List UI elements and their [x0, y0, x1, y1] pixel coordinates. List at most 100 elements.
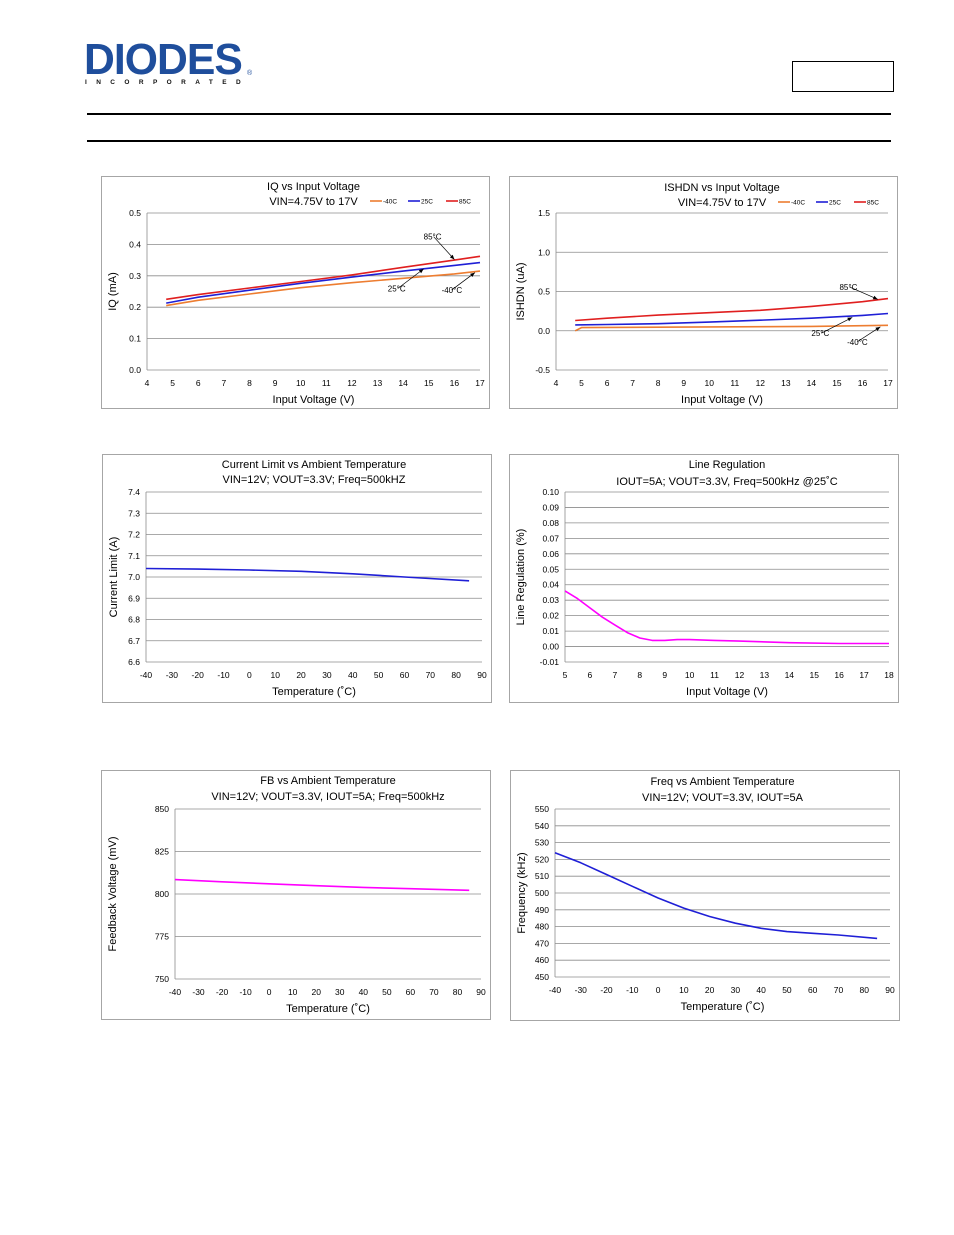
series-line-1 — [166, 261, 481, 304]
x-tick-label: 60 — [808, 985, 818, 995]
x-tick-label: 11 — [322, 378, 331, 388]
y-tick-label: 6.9 — [128, 593, 140, 603]
chart-title: IQ vs Input Voltage — [267, 181, 360, 193]
x-tick-label: 14 — [398, 378, 408, 388]
y-tick-label: 0.0 — [129, 365, 141, 375]
x-tick-label: 16 — [834, 670, 844, 680]
chart-title: ISHDN vs Input Voltage — [664, 182, 780, 194]
x-tick-label: 9 — [681, 378, 686, 388]
annotation-label: 25°C — [811, 329, 829, 338]
annotation-arrowhead — [470, 272, 475, 277]
annotation-arrow — [849, 286, 878, 300]
y-tick-label: 7.3 — [128, 508, 140, 518]
x-tick-label: -40 — [140, 670, 153, 680]
x-tick-label: 4 — [145, 378, 150, 388]
x-axis-label: Input Voltage (V) — [273, 394, 355, 406]
x-tick-label: 90 — [885, 985, 895, 995]
annotation-label: 85°C — [424, 233, 442, 242]
x-axis-label: Temperature (˚C) — [272, 686, 356, 698]
x-tick-label: -40 — [169, 987, 182, 997]
x-tick-label: -20 — [600, 985, 613, 995]
x-tick-label: 17 — [859, 670, 869, 680]
x-tick-label: 7 — [612, 670, 617, 680]
x-tick-label: 40 — [359, 987, 369, 997]
chart-line-regulation: Line Regulation IOUT=5A; VOUT=3.3V, Freq=… — [509, 454, 899, 703]
x-tick-label: 18 — [884, 670, 894, 680]
series-line-2 — [166, 255, 481, 301]
series-line-1 — [575, 312, 889, 326]
x-tick-label: 9 — [662, 670, 667, 680]
legend-entry: 85C — [867, 200, 879, 207]
y-tick-label: 0.5 — [538, 287, 550, 297]
freq-svg: Freq vs Ambient Temperature VIN=12V; VOUT… — [516, 776, 895, 1013]
x-tick-label: 12 — [347, 378, 357, 388]
annotation-arrowhead — [847, 317, 853, 322]
series-line-0 — [554, 851, 878, 940]
logo-wordmark: DIODES — [84, 35, 243, 84]
y-tick-label: 1.5 — [538, 208, 550, 218]
x-tick-label: 6 — [588, 670, 593, 680]
series-line-0 — [145, 567, 470, 582]
x-tick-label: 12 — [756, 378, 766, 388]
y-tick-label: 0.1 — [129, 334, 141, 344]
x-tick-label: 30 — [322, 670, 332, 680]
ishdn-svg: ISHDN vs Input Voltage VIN=4.75V to 17V -0… — [515, 182, 893, 406]
y-tick-label: 0.06 — [542, 549, 559, 559]
header-rule-top — [87, 113, 891, 115]
y-tick-label: 1.0 — [538, 247, 550, 257]
y-tick-label: 800 — [155, 889, 169, 899]
x-tick-label: 11 — [730, 378, 739, 388]
y-tick-label: -0.5 — [535, 365, 550, 375]
x-tick-label: 12 — [735, 670, 745, 680]
x-tick-label: -10 — [217, 670, 230, 680]
x-tick-label: 0 — [656, 985, 661, 995]
x-tick-label: -10 — [239, 987, 252, 997]
annotation-label: -40°C — [442, 286, 463, 295]
chart-title: Line Regulation — [689, 459, 765, 471]
x-tick-label: -20 — [192, 670, 205, 680]
annotation-arrow — [856, 326, 881, 343]
chart-freq-vs-temperature: Freq vs Ambient Temperature VIN=12V; VOUT… — [510, 770, 900, 1021]
x-tick-label: 4 — [554, 378, 559, 388]
y-tick-label: 0.09 — [542, 502, 559, 512]
linereg-svg: Line Regulation IOUT=5A; VOUT=3.3V, Freq=… — [515, 459, 894, 698]
x-tick-label: 70 — [426, 670, 436, 680]
chart-title: Freq vs Ambient Temperature — [650, 776, 794, 788]
x-tick-label: 10 — [679, 985, 689, 995]
y-tick-label: 0.00 — [542, 642, 559, 652]
series-line-0 — [174, 878, 470, 892]
y-tick-label: 460 — [535, 955, 549, 965]
legend-entry: 25C — [829, 200, 841, 207]
logo-subtitle: INCORPORATED — [85, 79, 251, 86]
x-tick-label: -40 — [549, 985, 562, 995]
annotation-arrow — [433, 236, 455, 260]
x-tick-label: 90 — [476, 987, 486, 997]
x-tick-label: 40 — [756, 985, 766, 995]
y-axis-label: Frequency (kHz) — [516, 852, 528, 933]
legend-entry: -40C — [791, 200, 805, 207]
y-tick-label: 0.4 — [129, 239, 141, 249]
iq-svg: IQ vs Input Voltage VIN=4.75V to 17V 0.0 0.… — [107, 181, 485, 406]
y-tick-label: 0.10 — [542, 487, 559, 497]
x-tick-label: 8 — [656, 378, 661, 388]
x-tick-label: 13 — [781, 378, 791, 388]
y-tick-label: 500 — [535, 888, 549, 898]
annotation-arrowhead — [418, 268, 424, 274]
x-tick-label: 8 — [247, 378, 252, 388]
x-axis-label: Temperature (˚C) — [681, 1001, 765, 1013]
y-tick-label: 0.05 — [542, 564, 559, 574]
annotation-arrow — [821, 317, 853, 334]
y-tick-label: 7.2 — [128, 530, 140, 540]
x-tick-label: 30 — [731, 985, 741, 995]
x-tick-label: 50 — [782, 985, 792, 995]
annotation-arrowhead — [875, 326, 881, 331]
legend-entry: -40C — [383, 199, 397, 206]
chart-subtitle: VIN=12V; VOUT=3.3V; Freq=500kHZ — [223, 474, 406, 486]
x-tick-label: 11 — [710, 670, 719, 680]
y-tick-label: 850 — [155, 804, 169, 814]
x-tick-label: 13 — [373, 378, 383, 388]
x-tick-label: 6 — [196, 378, 201, 388]
x-tick-label: 6 — [605, 378, 610, 388]
x-tick-label: 60 — [400, 670, 410, 680]
x-tick-label: -20 — [216, 987, 229, 997]
